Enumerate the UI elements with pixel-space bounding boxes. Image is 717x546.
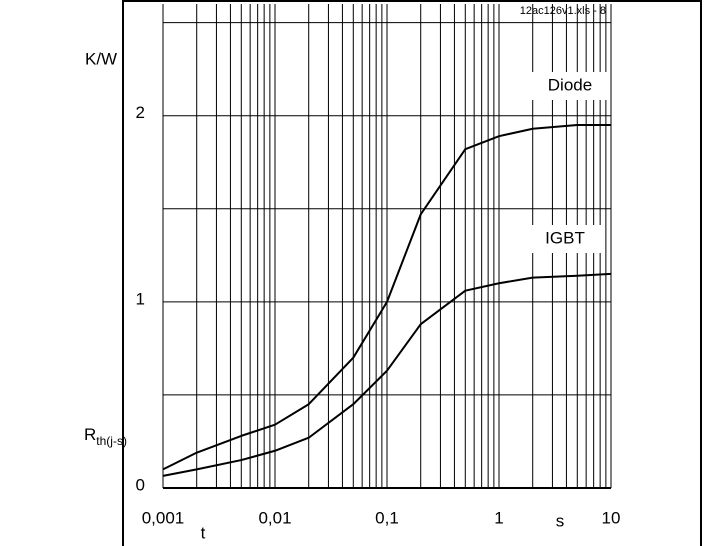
- series-label: Diode: [548, 75, 592, 94]
- x-tick-label: 0,001: [142, 508, 185, 527]
- y-tick-label: 0: [136, 475, 145, 494]
- x-unit: s: [556, 511, 565, 530]
- series-line: [162, 272, 612, 477]
- source-note: 12ac126v1.xls - 8: [520, 5, 606, 17]
- y-tick-label: 2: [136, 103, 145, 122]
- series-label: IGBT: [545, 228, 585, 247]
- y-tick-label: 1: [136, 289, 145, 308]
- series-line: [162, 124, 611, 471]
- x-tick-label: 10: [602, 508, 621, 527]
- y-label-main: R: [84, 425, 96, 444]
- x-tick-label: 1: [494, 508, 503, 527]
- series-label-bg: [525, 225, 605, 253]
- x-tick-label: 0,1: [375, 508, 399, 527]
- series-label-bg: [530, 72, 610, 100]
- y-label: Rth(j-s): [84, 425, 127, 448]
- y-unit: K/W: [85, 49, 117, 68]
- x-label: t: [201, 523, 206, 542]
- x-tick-label: 0,01: [258, 508, 291, 527]
- y-label-sub: th(j-s): [96, 434, 127, 448]
